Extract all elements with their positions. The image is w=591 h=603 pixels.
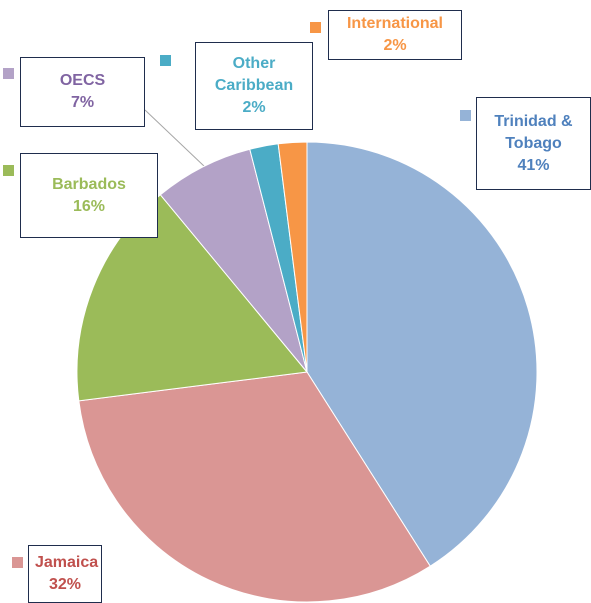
value-label: 41% [517, 156, 550, 174]
legend-key [310, 22, 321, 33]
data-label: OECS 7% [20, 57, 145, 127]
data-label: Other Caribbean 2% [195, 42, 313, 130]
pie-slice [159, 148, 308, 373]
category-label: Jamaica [35, 554, 99, 571]
legend-key [160, 55, 171, 66]
data-label: Trinidad & Tobago 41% [476, 97, 591, 190]
value-label: 16% [72, 197, 106, 215]
pie-slice [306, 141, 538, 567]
value-label: 32% [48, 576, 82, 593]
data-label: Jamaica 32% [28, 545, 102, 603]
category-label: International [346, 15, 443, 32]
data-label: Barbados 16% [20, 153, 158, 238]
category-label: Trinidad & Tobago [494, 112, 573, 152]
category-label: OECS [59, 72, 106, 89]
category-label: Other Caribbean [214, 55, 294, 94]
value-label: 2% [383, 37, 407, 54]
legend-key [460, 110, 471, 121]
data-label: International 2% [328, 10, 462, 60]
category-label: Barbados [52, 175, 126, 193]
pie-slice [277, 141, 308, 373]
value-label: 7% [70, 94, 95, 111]
pie-slice [78, 371, 431, 603]
leader-line [144, 109, 206, 168]
value-label: 2% [242, 99, 266, 116]
legend-key [3, 165, 14, 176]
legend-key [12, 557, 23, 568]
legend-key [3, 68, 14, 79]
